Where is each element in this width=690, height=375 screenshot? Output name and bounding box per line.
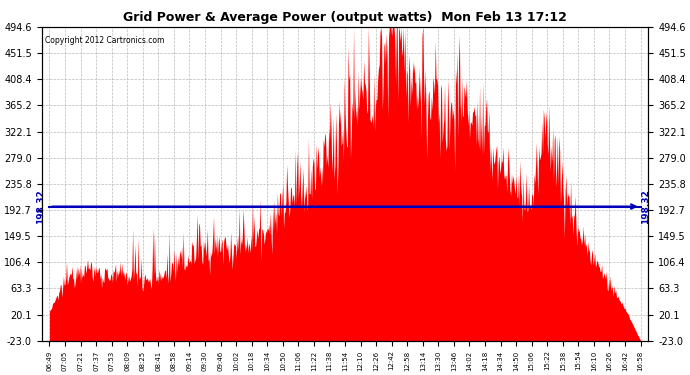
Text: Copyright 2012 Cartronics.com: Copyright 2012 Cartronics.com (45, 36, 164, 45)
Text: 198.32: 198.32 (37, 189, 46, 224)
Text: Grid Power & Average Power (output watts)  Mon Feb 13 17:12: Grid Power & Average Power (output watts… (123, 11, 567, 24)
Text: 198.32: 198.32 (642, 189, 651, 224)
